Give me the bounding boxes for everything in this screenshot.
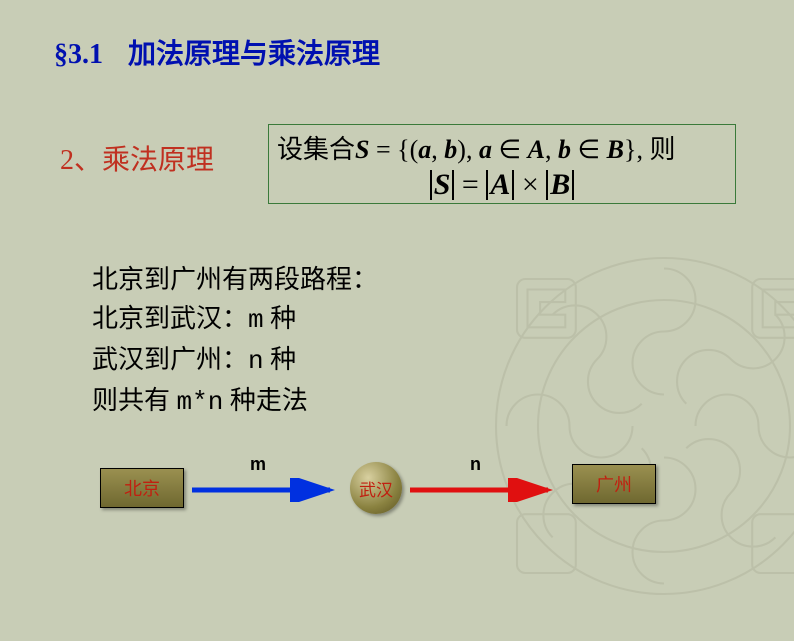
section-sub: .1 <box>82 39 103 70</box>
page-title: §3.1 加法原理与乘法原理 <box>54 32 380 72</box>
arrow-m <box>192 478 342 502</box>
formula-box: 设集合S = {(a, b), a ∈ A, b ∈ B}, 则 S = A ×… <box>268 124 736 204</box>
body-line-4: 则共有 m*n 种走法 <box>92 381 378 422</box>
label-m: m <box>250 454 266 475</box>
body-line-2: 北京到武汉：m 种 <box>92 299 378 340</box>
arrow-n <box>410 478 560 502</box>
title-text: 加法原理与乘法原理 <box>128 38 380 69</box>
subtitle: 2、乘法原理 <box>60 138 214 178</box>
label-n: n <box>470 454 481 475</box>
diagram: 北京 m 武汉 n 广州 <box>100 450 720 530</box>
node-beijing: 北京 <box>100 468 184 508</box>
body-line-1: 北京到广州有两段路程： <box>92 260 378 299</box>
node-wuhan: 武汉 <box>350 462 402 514</box>
section-number: §3 <box>54 39 82 70</box>
node-guangzhou: 广州 <box>572 464 656 504</box>
body-line-3: 武汉到广州：n 种 <box>92 340 378 381</box>
formula-line-2: S = A × B <box>277 168 727 202</box>
body-text: 北京到广州有两段路程： 北京到武汉：m 种 武汉到广州：n 种 则共有 m*n … <box>92 260 378 422</box>
formula-line-1: 设集合S = {(a, b), a ∈ A, b ∈ B}, 则 <box>277 129 727 166</box>
background-ornament <box>454 216 794 636</box>
